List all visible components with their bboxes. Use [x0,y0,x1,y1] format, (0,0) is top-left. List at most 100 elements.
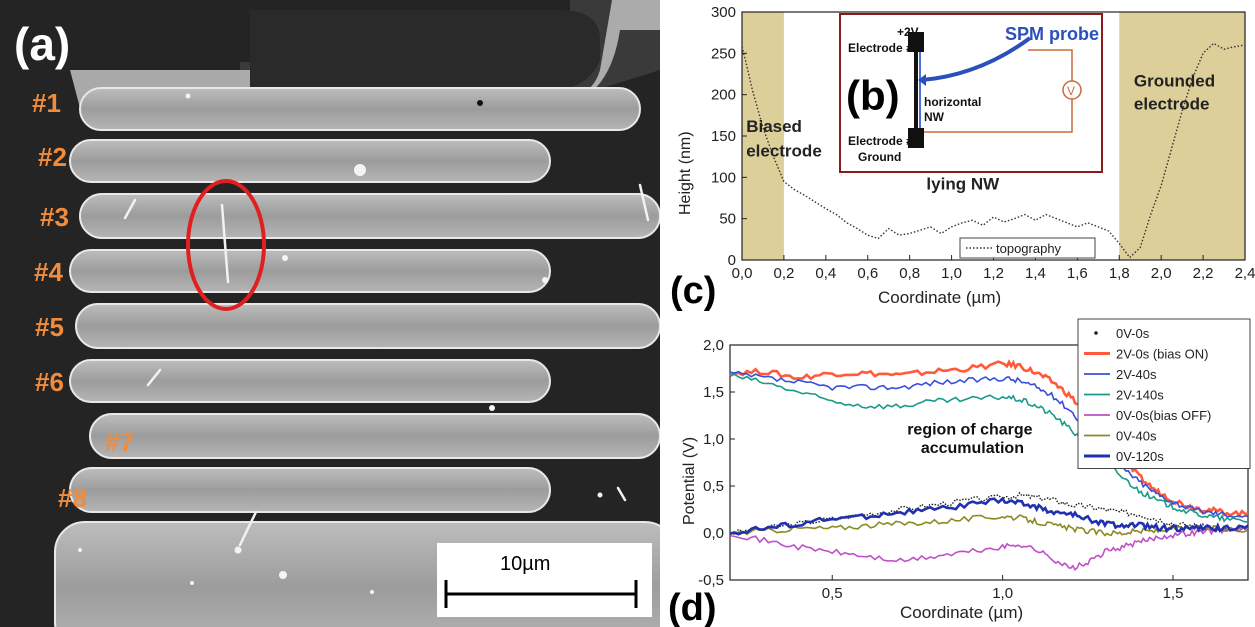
particles [78,93,603,594]
d-xtick-label-0: 0,5 [822,585,843,602]
series-line-6 [729,496,1249,536]
series-line-1 [729,359,1249,518]
c-ytick-label-0: 0 [728,252,736,269]
c-xtick-label-2: 0,4 [815,265,836,282]
c-annotation-4: Grounded [1134,71,1215,90]
legend-label-1: 2V-0s (bias ON) [1116,347,1208,362]
shaded-region-0 [742,12,784,260]
c-ytick-label-5: 250 [711,45,736,62]
legend-label-3: 2V-140s [1116,388,1164,403]
c-ytick-label-1: 50 [719,211,736,228]
electrode-finger-4 [69,249,551,293]
electrode-labels: #1 #2 #3 #4 #5 #6 #7 #8 [32,88,134,513]
electrode-finger-6 [69,359,551,403]
chart-d-series [729,359,1249,571]
chart-d-legend: 0V-0s 2V-0s (bias ON) 2V-40s 2V-140s 0V-0s(b… [1077,318,1251,469]
c-xtick-label-4: 0,8 [899,265,920,282]
legend-label-5: 0V-40s [1116,429,1157,444]
series-line-topography [741,42,1246,259]
d-xtick-label-1: 1,0 [992,585,1013,602]
d-ytick-label-4: 1,5 [703,384,724,401]
chart-d-annotations: region of charge accumulation [907,421,1032,457]
electrode-label-7: #7 [105,427,134,457]
legend-label-2: 2V-40s [1116,367,1157,382]
c-xtick-label-9: 1,8 [1109,265,1130,282]
c-xtick-label-0: 0,0 [732,265,753,282]
c-xtick-label-5: 1,0 [941,265,962,282]
electrode-finger-1 [79,87,641,131]
electrode-label-3: #3 [40,202,69,232]
nanowires [123,183,650,547]
c-xtick-label-1: 0,2 [773,265,794,282]
inset-voltmeter: V [1067,84,1075,98]
inset-electrode1: Electrode #1 [848,41,920,55]
c-ytick-label-6: 300 [711,4,736,21]
c-xtick-label-10: 2,0 [1151,265,1172,282]
inset-probe: SPM probe [1005,24,1099,44]
c-xtick-label-6: 1,2 [983,265,1004,282]
panel-d-label: (d) [668,587,717,627]
d-annotation-1: accumulation [921,440,1024,457]
inset-nw-line2: NW [924,110,945,124]
scale-bar-label: 10µm [500,553,550,575]
electrode-finger-7 [89,413,660,459]
chart-c-series [741,42,1246,259]
c-xtick-label-7: 1,4 [1025,265,1046,282]
potential-chart-panel-d: 0,5 1,0 1,5 -0,5 0,0 0,5 1,0 1,5 2,0 region of c… [668,318,1251,627]
inset-electrode2: Electrode #2 [848,134,920,148]
legend-swatch-0 [1094,331,1098,335]
c-xtick-label-8: 1,6 [1067,265,1088,282]
legend-label-6: 0V-120s [1116,449,1164,464]
electrode-finger-8 [69,467,551,513]
series-line-5 [729,514,1249,537]
series-line-4 [729,525,1249,571]
c-annotation-1: electrode [746,142,822,161]
chart-d-ylabel: Potential (V) [681,437,698,525]
scale-bar: 10µm [437,543,652,617]
chart-d-ticks: 0,5 1,0 1,5 -0,5 0,0 0,5 1,0 1,5 2,0 [698,337,1183,602]
electrode-finger-3 [79,193,660,239]
electrode-label-2: #2 [38,142,67,172]
topography-chart-panel-c: 0,0 0,2 0,4 0,6 0,8 1,0 1,2 1,4 1,6 1,8 2,0 2,2 2,4 0… [670,4,1255,312]
d-ytick-label-5: 2,0 [703,337,724,354]
panel-c-label: (c) [670,270,716,312]
electrode-finger-2 [69,139,551,183]
inset-b-schematic: +2V Electrode #1 SPM probe V horizontal … [839,13,1103,173]
electrode-label-5: #5 [35,312,64,342]
d-xtick-label-2: 1,5 [1163,585,1184,602]
d-annotation-0: region of charge [907,421,1032,438]
c-annotation-0: Biased [746,117,802,136]
inset-b-label: (b) [846,72,900,119]
inset-nw-line1: horizontal [924,95,981,109]
electrode-shaded-regions [742,12,1245,260]
series-line-2 [729,370,1249,518]
c-ytick-label-3: 150 [711,128,736,145]
nanowire-highlight-ellipse [186,179,266,311]
chart-c-ylabel: Height (nm) [677,131,694,215]
c-ytick-label-4: 200 [711,87,736,104]
chart-c-xlabel: Coordinate (µm) [878,288,1001,307]
legend-topography: topography [996,241,1062,256]
electrode-label-6: #6 [35,367,64,397]
series-line-3 [729,373,1249,523]
chart-c-ticks: 0,0 0,2 0,4 0,6 0,8 1,0 1,2 1,4 1,6 1,8 2,0 2,2 2,4 0… [711,4,1255,282]
electrode-label-8: #8 [58,483,87,513]
legend-label-0: 0V-0s [1116,326,1150,341]
inset-ground: Ground [858,150,901,164]
electrode-finger-5 [75,303,660,349]
c-annotation-5: electrode [1134,95,1210,114]
electrode-label-4: #4 [34,257,63,287]
c-annotation-3: lying NW [926,175,1000,194]
electrode-label-1: #1 [32,88,61,118]
c-xtick-label-12: 2,4 [1235,265,1255,282]
d-ytick-label-1: 0,0 [703,525,724,542]
panel-a-label: (a) [14,18,70,70]
d-ytick-label-3: 1,0 [703,431,724,448]
d-ytick-label-2: 0,5 [703,478,724,495]
chart-c-legend: topography [959,237,1096,259]
shaded-region-1 [1119,12,1245,260]
c-xtick-label-11: 2,2 [1193,265,1214,282]
sem-image-panel-a: (a) #1 #2 #3 #4 #5 #6 #7 #8 10µm [0,0,660,627]
c-xtick-label-3: 0,6 [857,265,878,282]
chart-d-xlabel: Coordinate (µm) [900,603,1023,622]
